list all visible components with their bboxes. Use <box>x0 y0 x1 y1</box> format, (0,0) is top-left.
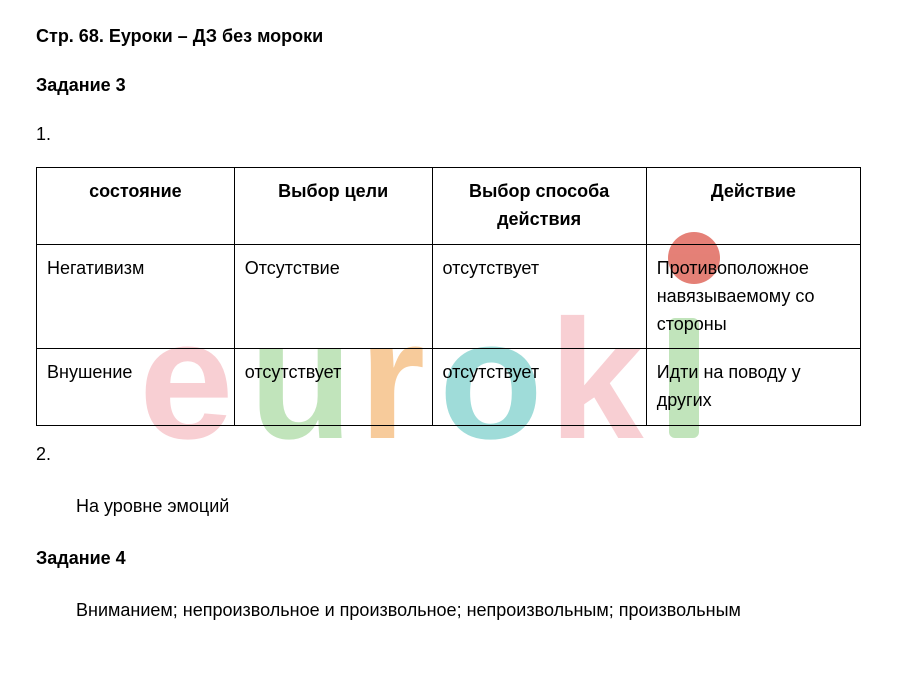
task3-title: Задание 3 <box>36 75 861 96</box>
cell-state: Внушение <box>37 349 235 426</box>
table-header-row: состояние Выбор цели Выбор способа дейст… <box>37 168 861 245</box>
task4-text: Вниманием; непроизвольное и произвольное… <box>36 595 861 626</box>
cell-state: Негативизм <box>37 244 235 349</box>
cell-action: Идти на поводу у других <box>646 349 860 426</box>
col-header-method: Выбор способа действия <box>432 168 646 245</box>
col-header-state: состояние <box>37 168 235 245</box>
col-header-action: Действие <box>646 168 860 245</box>
col-header-goal: Выбор цели <box>234 168 432 245</box>
cell-action: Противоположное навязываемому со стороны <box>646 244 860 349</box>
table-row: Негативизм Отсутствие отсутствует Против… <box>37 244 861 349</box>
cell-method: отсутствует <box>432 244 646 349</box>
task3-item2-label: 2. <box>36 444 861 465</box>
cell-goal: отсутствует <box>234 349 432 426</box>
task3-table: состояние Выбор цели Выбор способа дейст… <box>36 167 861 426</box>
task4-title: Задание 4 <box>36 548 861 569</box>
task3-item2-text: На уровне эмоций <box>36 491 861 522</box>
page-content: Стр. 68. Еуроки – ДЗ без мороки Задание … <box>0 0 897 625</box>
table-row: Внушение отсутствует отсутствует Идти на… <box>37 349 861 426</box>
cell-method: отсутствует <box>432 349 646 426</box>
task3-item1-label: 1. <box>36 124 861 145</box>
cell-goal: Отсутствие <box>234 244 432 349</box>
page-title: Стр. 68. Еуроки – ДЗ без мороки <box>36 26 861 47</box>
